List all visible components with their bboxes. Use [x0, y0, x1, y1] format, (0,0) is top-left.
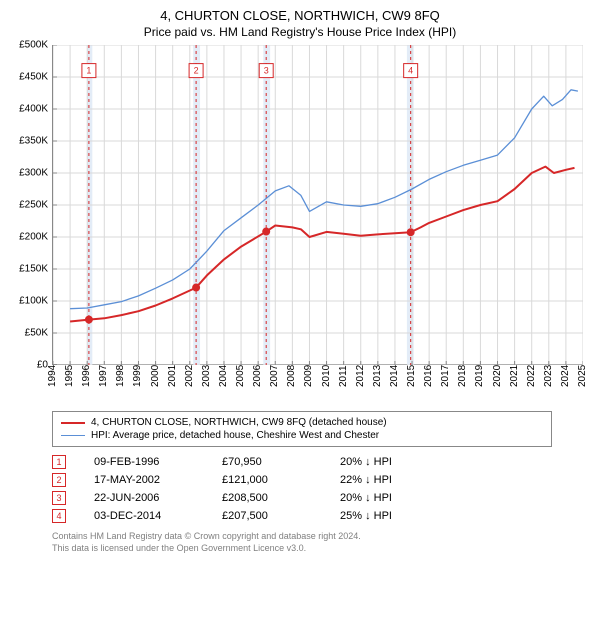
x-tick-label: 2001: [167, 365, 178, 387]
x-tick-label: 1997: [98, 365, 109, 387]
svg-text:2: 2: [194, 66, 199, 76]
legend-label: 4, CHURTON CLOSE, NORTHWICH, CW9 8FQ (de…: [91, 417, 387, 428]
x-tick-label: 2014: [389, 365, 400, 387]
x-tick-label: 1994: [47, 365, 58, 387]
transaction-date: 03-DEC-2014: [94, 510, 194, 522]
legend-swatch: [61, 422, 85, 424]
x-tick-label: 2023: [543, 365, 554, 387]
x-tick-label: 2022: [526, 365, 537, 387]
x-tick-label: 2002: [184, 365, 195, 387]
x-tick-label: 2013: [372, 365, 383, 387]
transaction-diff: 22% ↓ HPI: [340, 474, 430, 486]
transactions-table: 1 09-FEB-1996 £70,950 20% ↓ HPI 2 17-MAY-2002…: [52, 453, 590, 525]
y-tick-label: £250K: [19, 200, 48, 211]
transaction-diff: 20% ↓ HPI: [340, 492, 430, 504]
y-tick-label: £450K: [19, 72, 48, 83]
y-tick-label: £200K: [19, 232, 48, 243]
x-tick-label: 2009: [303, 365, 314, 387]
legend-item: HPI: Average price, detached house, Ches…: [61, 429, 543, 442]
transaction-row: 2 17-MAY-2002 £121,000 22% ↓ HPI: [52, 471, 590, 489]
x-tick-label: 2008: [286, 365, 297, 387]
chart-subtitle: Price paid vs. HM Land Registry's House …: [10, 25, 590, 39]
x-axis-labels: 1994199519961997199819992000200120022003…: [52, 367, 582, 405]
x-tick-label: 2015: [406, 365, 417, 387]
x-tick-label: 2003: [201, 365, 212, 387]
transaction-diff: 20% ↓ HPI: [340, 456, 430, 468]
transaction-marker: 3: [52, 491, 66, 505]
chart-area: £0£50K£100K£150K£200K£250K£300K£350K£400…: [10, 45, 590, 405]
svg-text:1: 1: [86, 66, 91, 76]
y-tick-label: £350K: [19, 136, 48, 147]
plot-area: 1 2 3 4: [52, 45, 582, 365]
transaction-marker: 4: [52, 509, 66, 523]
x-tick-label: 2021: [509, 365, 520, 387]
x-tick-label: 2016: [423, 365, 434, 387]
x-tick-label: 2006: [252, 365, 263, 387]
transaction-row: 4 03-DEC-2014 £207,500 25% ↓ HPI: [52, 507, 590, 525]
x-tick-label: 2007: [269, 365, 280, 387]
x-tick-label: 2019: [474, 365, 485, 387]
x-tick-label: 2024: [560, 365, 571, 387]
x-tick-label: 2004: [218, 365, 229, 387]
legend-label: HPI: Average price, detached house, Ches…: [91, 430, 379, 441]
transaction-row: 1 09-FEB-1996 £70,950 20% ↓ HPI: [52, 453, 590, 471]
footer-line-1: Contains HM Land Registry data © Crown c…: [52, 531, 590, 543]
y-tick-label: £400K: [19, 104, 48, 115]
x-tick-label: 2000: [150, 365, 161, 387]
transaction-date: 22-JUN-2006: [94, 492, 194, 504]
transaction-price: £208,500: [222, 492, 312, 504]
y-tick-label: £50K: [25, 328, 48, 339]
y-axis-labels: £0£50K£100K£150K£200K£250K£300K£350K£400…: [10, 45, 52, 365]
y-tick-label: £150K: [19, 264, 48, 275]
svg-text:3: 3: [264, 66, 269, 76]
x-tick-label: 2018: [457, 365, 468, 387]
x-tick-label: 2005: [235, 365, 246, 387]
legend-swatch: [61, 435, 85, 436]
x-tick-label: 2012: [355, 365, 366, 387]
legend-item: 4, CHURTON CLOSE, NORTHWICH, CW9 8FQ (de…: [61, 416, 543, 429]
svg-text:4: 4: [408, 66, 413, 76]
transaction-marker: 1: [52, 455, 66, 469]
transaction-diff: 25% ↓ HPI: [340, 510, 430, 522]
x-tick-label: 1999: [132, 365, 143, 387]
transaction-date: 09-FEB-1996: [94, 456, 194, 468]
chart-title: 4, CHURTON CLOSE, NORTHWICH, CW9 8FQ: [10, 8, 590, 23]
x-tick-label: 2017: [440, 365, 451, 387]
x-tick-label: 1996: [81, 365, 92, 387]
y-tick-label: £300K: [19, 168, 48, 179]
x-tick-label: 1998: [115, 365, 126, 387]
legend: 4, CHURTON CLOSE, NORTHWICH, CW9 8FQ (de…: [52, 411, 552, 447]
x-tick-label: 2011: [338, 365, 349, 387]
y-tick-label: £500K: [19, 40, 48, 51]
chart-container: 4, CHURTON CLOSE, NORTHWICH, CW9 8FQ Pri…: [0, 0, 600, 564]
transaction-marker: 2: [52, 473, 66, 487]
transaction-price: £207,500: [222, 510, 312, 522]
transaction-date: 17-MAY-2002: [94, 474, 194, 486]
footer-attribution: Contains HM Land Registry data © Crown c…: [52, 531, 590, 554]
x-tick-label: 1995: [64, 365, 75, 387]
y-tick-label: £100K: [19, 296, 48, 307]
x-tick-label: 2020: [492, 365, 503, 387]
transaction-row: 3 22-JUN-2006 £208,500 20% ↓ HPI: [52, 489, 590, 507]
transaction-price: £121,000: [222, 474, 312, 486]
x-tick-label: 2010: [321, 365, 332, 387]
transaction-price: £70,950: [222, 456, 312, 468]
x-tick-label: 2025: [577, 365, 588, 387]
footer-line-2: This data is licensed under the Open Gov…: [52, 543, 590, 555]
